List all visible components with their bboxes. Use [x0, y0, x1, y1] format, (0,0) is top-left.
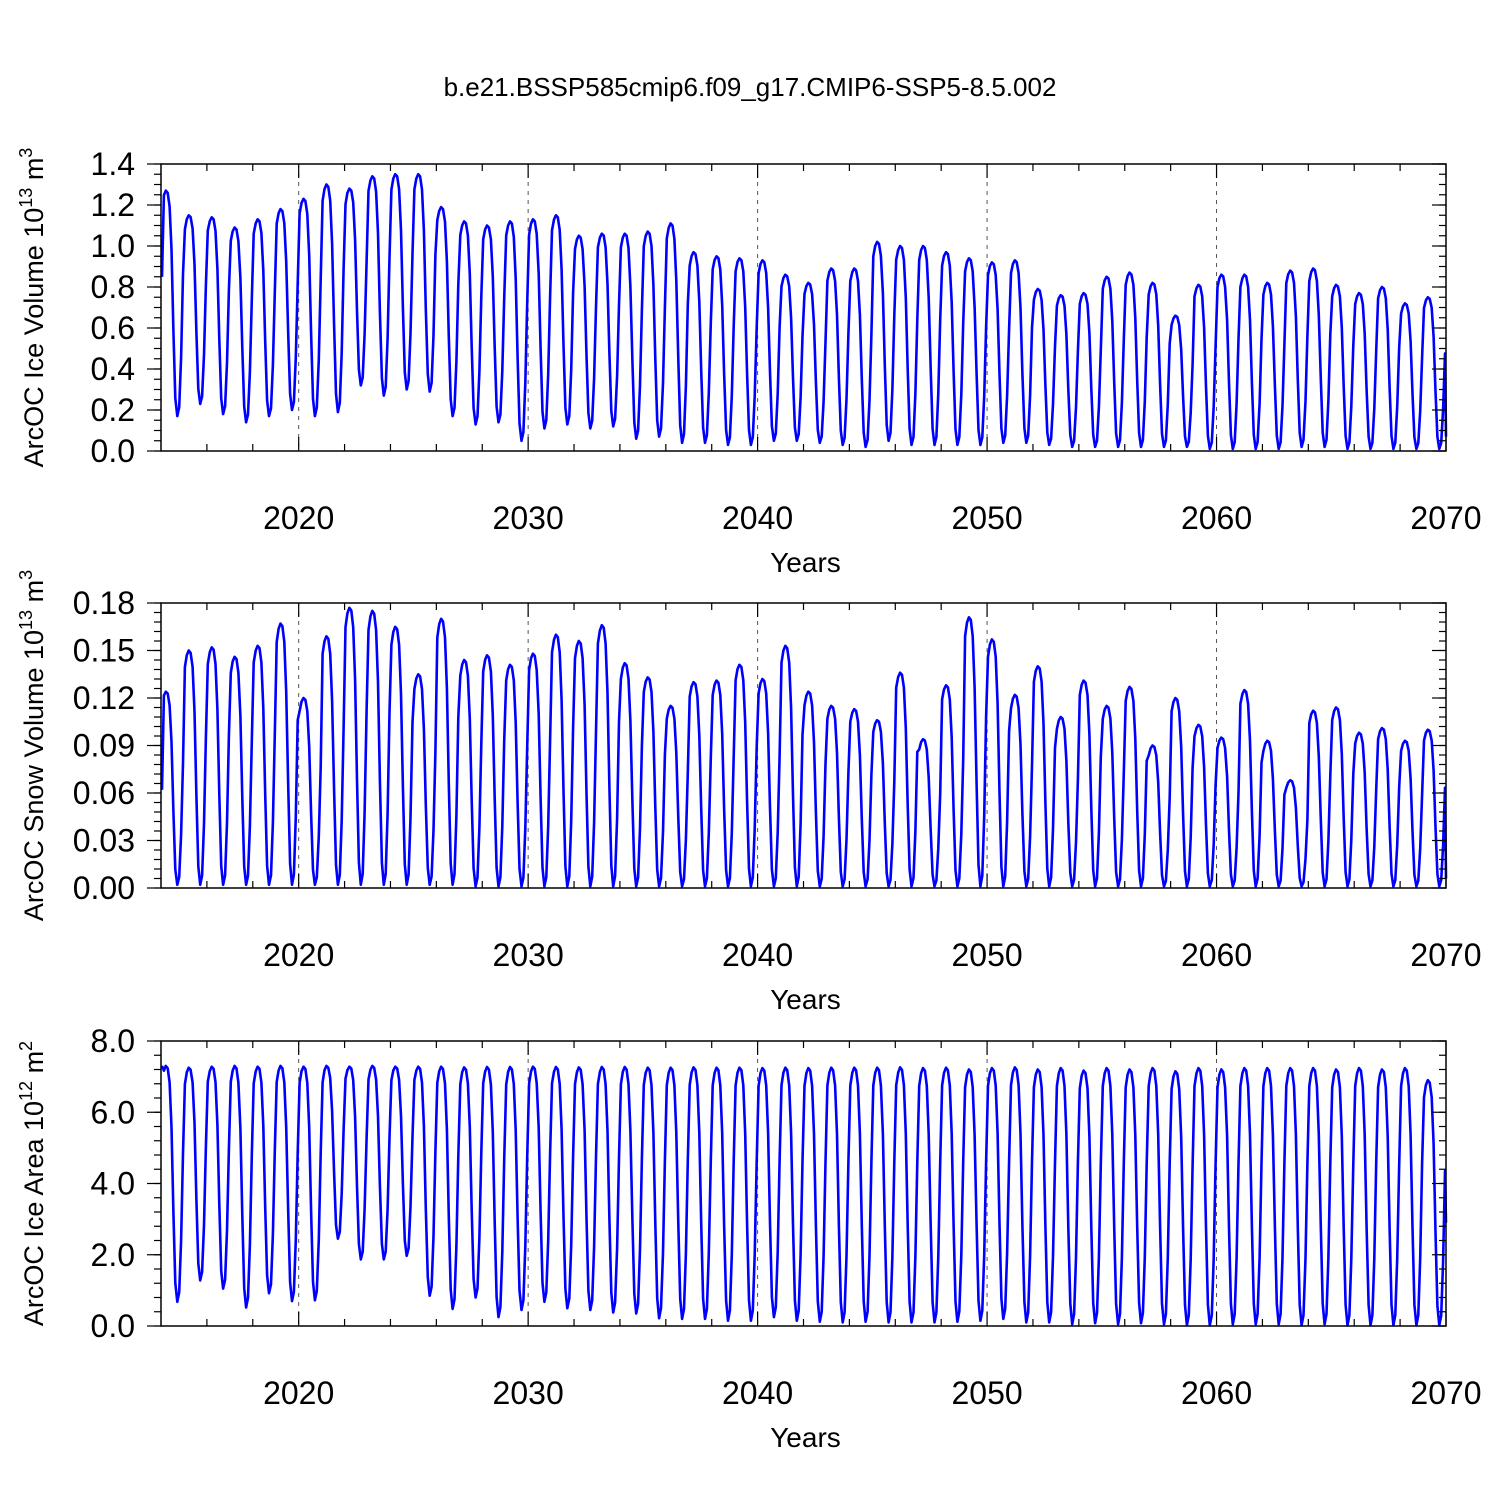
x-axis-label-ice-area: Years [770, 1422, 841, 1453]
y-tick-label-0.09: 0.09 [73, 728, 135, 764]
y-axis-label-text: ArcOC Ice Area 10 [19, 1101, 49, 1326]
y-tick-label-0.2: 0.2 [91, 392, 135, 428]
chart-panels: 2020 2030 2040 2050 2060 2070 0.0 0.2 0.4 0.6 0.8 1… [16, 146, 1482, 1453]
x-axis-label-ice-volume: Years [770, 547, 841, 578]
y-tick-label-4.0: 4.0 [91, 1166, 135, 1202]
x-tick-label-2060: 2060 [1181, 1375, 1252, 1411]
x-axis-label-snow-volume: Years [770, 984, 841, 1015]
y-tick-label-0.03: 0.03 [73, 823, 135, 859]
y-axis-label-text: ArcOC Snow Volume 10 [19, 630, 49, 921]
series-line-ice-volume [160, 172, 1448, 451]
y-tick-label-1.0: 1.0 [91, 228, 135, 264]
chart-panel-snow-volume: 2020 2030 2040 2050 2060 2070 0.00 0.03 0.06 0.09… [16, 570, 1482, 1015]
x-tick-label-2060: 2060 [1181, 937, 1252, 973]
chart-panel-ice-volume: 2020 2030 2040 2050 2060 2070 0.0 0.2 0.4 0.6 0.8 1… [16, 146, 1482, 578]
y-axis-label-superscript: 13 [16, 610, 36, 630]
y-axis-label-superscript: 3 [16, 570, 36, 580]
y-tick-label-0.12: 0.12 [73, 680, 135, 716]
x-tick-label-2060: 2060 [1181, 500, 1252, 536]
y-axis-label-ice-area: ArcOC Ice Area 1012 m2 [16, 1041, 49, 1326]
y-tick-label-0.6: 0.6 [91, 310, 135, 346]
x-tick-label-2020: 2020 [263, 937, 334, 973]
x-tick-label-2020: 2020 [263, 500, 334, 536]
x-tick-label-2050: 2050 [951, 1375, 1022, 1411]
x-tick-label-2070: 2070 [1410, 500, 1481, 536]
y-axis-label-text: m [19, 580, 49, 610]
y-axis-label-snow-volume: ArcOC Snow Volume 1013 m3 [16, 570, 49, 921]
x-tick-label-2020: 2020 [263, 1375, 334, 1411]
series-line-ice-area [160, 1064, 1448, 1327]
x-tick-label-2070: 2070 [1410, 1375, 1481, 1411]
y-tick-label-0.18: 0.18 [73, 585, 135, 621]
x-tick-label-2070: 2070 [1410, 937, 1481, 973]
x-tick-label-2030: 2030 [493, 1375, 564, 1411]
y-tick-label-8.0: 8.0 [91, 1023, 135, 1059]
y-tick-label-0.0: 0.0 [91, 433, 135, 469]
y-tick-label-0.8: 0.8 [91, 269, 135, 305]
y-axis-label-superscript: 13 [16, 188, 36, 208]
y-axis-label-superscript: 12 [16, 1081, 36, 1101]
x-tick-label-2030: 2030 [493, 937, 564, 973]
y-tick-label-1.4: 1.4 [91, 146, 135, 182]
y-tick-label-0.00: 0.00 [73, 870, 135, 906]
x-tick-label-2050: 2050 [951, 500, 1022, 536]
y-tick-label-0.4: 0.4 [91, 351, 135, 387]
y-axis-label-text: ArcOC Ice Volume 10 [19, 208, 49, 468]
y-axis-label-superscript: 3 [16, 148, 36, 158]
figure-title: b.e21.BSSP585cmip6.f09_g17.CMIP6-SSP5-8.… [444, 72, 1057, 102]
y-tick-label-1.2: 1.2 [91, 187, 135, 223]
y-tick-label-2.0: 2.0 [91, 1237, 135, 1273]
x-tick-label-2040: 2040 [722, 937, 793, 973]
chart-panel-ice-area: 2020 2030 2040 2050 2060 2070 0.0 2.0 4.0 6.0 8.0 Y… [16, 1023, 1482, 1453]
y-tick-label-0.06: 0.06 [73, 775, 135, 811]
y-axis-label-text: m [19, 1051, 49, 1081]
x-tick-label-2030: 2030 [493, 500, 564, 536]
y-tick-label-6.0: 6.0 [91, 1094, 135, 1130]
y-axis-label-ice-volume: ArcOC Ice Volume 1013 m3 [16, 148, 49, 468]
x-tick-label-2040: 2040 [722, 500, 793, 536]
series-line-snow-volume [160, 606, 1448, 888]
y-axis-label-superscript: 2 [16, 1041, 36, 1051]
y-tick-label-0.0: 0.0 [91, 1308, 135, 1344]
x-tick-label-2040: 2040 [722, 1375, 793, 1411]
x-tick-label-2050: 2050 [951, 937, 1022, 973]
y-tick-label-0.15: 0.15 [73, 633, 135, 669]
y-axis-label-text: m [19, 158, 49, 188]
